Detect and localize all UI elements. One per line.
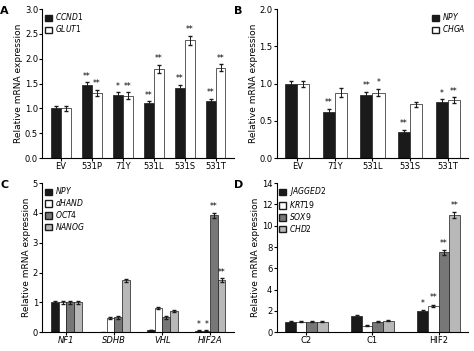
Bar <box>206 101 216 158</box>
Text: **: ** <box>429 293 437 303</box>
Text: **: ** <box>145 91 153 100</box>
Bar <box>51 303 59 332</box>
Text: *: * <box>376 78 381 87</box>
Bar <box>74 303 82 332</box>
Y-axis label: Relative mRNA expression: Relative mRNA expression <box>252 198 260 317</box>
Text: **: ** <box>155 54 163 63</box>
Text: *: * <box>116 81 120 91</box>
Bar <box>170 311 178 332</box>
Text: **: ** <box>207 88 215 97</box>
Text: *: * <box>440 89 444 98</box>
Text: *: * <box>197 320 201 329</box>
Y-axis label: Relative mRNA expression: Relative mRNA expression <box>249 24 258 143</box>
Bar <box>351 316 362 332</box>
Bar <box>362 326 373 332</box>
Bar <box>335 93 347 158</box>
Legend: $CCND1$, $GLUT1$: $CCND1$, $GLUT1$ <box>44 11 84 35</box>
Bar <box>114 317 122 332</box>
Bar <box>144 104 154 158</box>
Text: C: C <box>0 180 8 190</box>
Text: **: ** <box>440 239 448 247</box>
Bar <box>297 84 310 158</box>
Bar <box>162 317 170 332</box>
Bar <box>306 322 317 332</box>
Bar <box>285 322 296 332</box>
Bar <box>66 303 74 332</box>
Bar <box>195 331 202 332</box>
Bar <box>285 84 297 158</box>
Text: **: ** <box>451 201 458 210</box>
Bar <box>323 112 335 158</box>
Bar <box>373 322 383 332</box>
Text: **: ** <box>218 267 226 277</box>
Bar <box>51 108 61 158</box>
Bar <box>438 252 449 332</box>
Bar <box>216 68 226 158</box>
Bar <box>175 88 185 158</box>
Y-axis label: Relative mRNA expression: Relative mRNA expression <box>15 24 24 143</box>
Bar <box>82 85 92 158</box>
Text: **: ** <box>124 81 132 91</box>
Text: D: D <box>234 180 244 190</box>
Text: **: ** <box>176 74 183 83</box>
Bar <box>185 40 194 158</box>
Text: **: ** <box>450 87 457 95</box>
Bar <box>155 308 162 332</box>
Bar <box>147 330 155 332</box>
Text: *: * <box>421 299 425 308</box>
Bar <box>154 69 164 158</box>
Bar <box>59 303 66 332</box>
Bar <box>360 95 373 158</box>
Bar <box>449 215 460 332</box>
Bar <box>202 331 210 332</box>
Text: **: ** <box>363 81 370 90</box>
Bar <box>210 216 218 332</box>
Text: **: ** <box>325 99 333 107</box>
Bar <box>383 320 393 332</box>
Bar <box>296 322 306 332</box>
Bar <box>113 94 123 158</box>
Bar <box>61 108 71 158</box>
Text: **: ** <box>400 119 408 128</box>
Bar <box>317 322 328 332</box>
Text: **: ** <box>93 79 100 88</box>
Legend: $NPY$, $dHAND$, $OCT4$, $NANOG$: $NPY$, $dHAND$, $OCT4$, $NANOG$ <box>44 185 86 232</box>
Bar <box>418 311 428 332</box>
Bar <box>410 105 422 158</box>
Bar <box>218 280 226 332</box>
Bar <box>447 100 460 158</box>
Text: **: ** <box>217 54 224 63</box>
Text: **: ** <box>210 203 218 212</box>
Text: B: B <box>234 6 243 16</box>
Legend: $NPY$, $CHGA$: $NPY$, $CHGA$ <box>431 11 467 35</box>
Text: *: * <box>204 320 208 329</box>
Bar <box>92 93 102 158</box>
Text: **: ** <box>83 72 91 81</box>
Bar <box>428 306 438 332</box>
Bar <box>123 95 133 158</box>
Bar <box>436 102 447 158</box>
Y-axis label: Relative mRNA expression: Relative mRNA expression <box>22 198 31 317</box>
Bar <box>107 318 114 332</box>
Bar <box>398 132 410 158</box>
Text: A: A <box>0 6 9 16</box>
Legend: $JAGGED2$, $KRT19$, $SOX9$, $CHD2$: $JAGGED2$, $KRT19$, $SOX9$, $CHD2$ <box>278 185 328 234</box>
Text: **: ** <box>186 25 193 34</box>
Bar <box>373 93 384 158</box>
Bar <box>122 280 129 332</box>
